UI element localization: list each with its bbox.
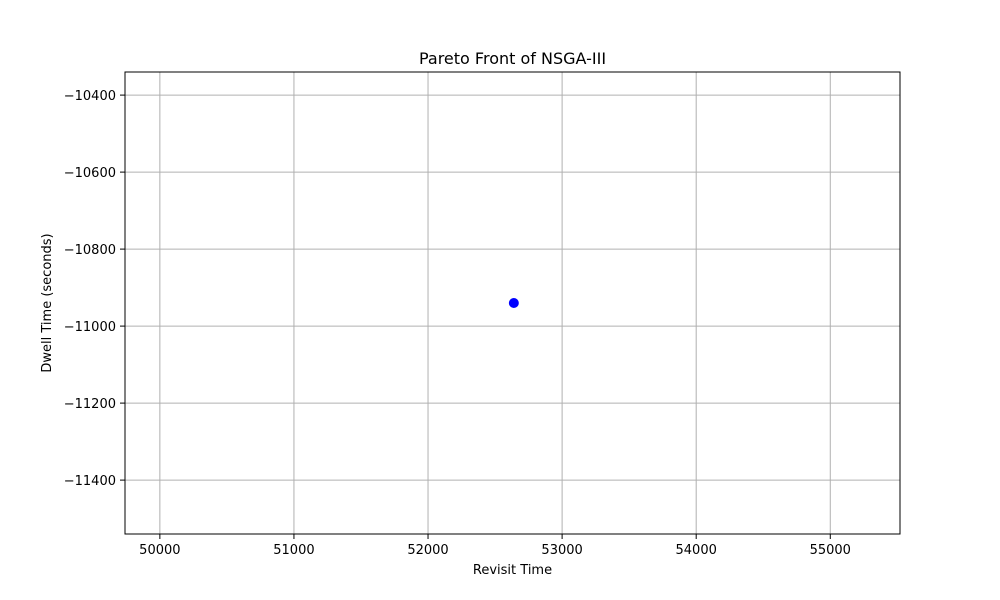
y-tick-label: −11000 xyxy=(64,320,116,335)
y-tick-label: −11400 xyxy=(64,474,116,489)
x-tick-label: 52000 xyxy=(407,543,448,558)
x-tick-label: 51000 xyxy=(273,543,314,558)
y-tick-label: −10800 xyxy=(64,243,116,258)
y-tick-label: −10600 xyxy=(64,166,116,181)
chart-title: Pareto Front of NSGA-III xyxy=(419,49,606,68)
x-axis-label: Revisit Time xyxy=(473,563,552,578)
plot-area-frame xyxy=(124,71,901,535)
y-axis-label: Dwell Time (seconds) xyxy=(40,233,55,372)
x-tick-label: 50000 xyxy=(139,543,180,558)
grid-layer xyxy=(125,72,900,534)
data-layer xyxy=(508,298,519,308)
tick-layer: 50000 51000 52000 53000 54000 55000 −10400 −106… xyxy=(64,89,851,558)
x-tick-label: 55000 xyxy=(810,543,851,558)
x-tick-label: 54000 xyxy=(676,543,717,558)
y-tick-label: −11200 xyxy=(64,397,116,412)
data-point xyxy=(508,298,519,308)
x-tick-label: 53000 xyxy=(541,543,582,558)
y-tick-label: −10400 xyxy=(64,89,116,104)
